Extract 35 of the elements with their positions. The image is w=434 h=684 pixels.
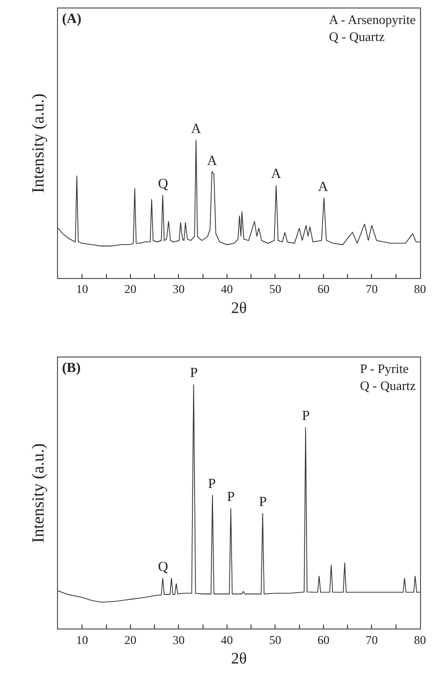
x-tick-label: 40 <box>220 282 233 296</box>
chart-title: (A) <box>62 12 82 27</box>
x-tick-label: 80 <box>414 282 426 296</box>
annotation: A <box>191 122 202 137</box>
annotation: Q <box>158 177 168 192</box>
x-tick-label: 30 <box>172 282 185 296</box>
x-tick-label: 70 <box>366 282 378 296</box>
x-tick-label: 70 <box>366 633 378 648</box>
annotation: P <box>208 477 216 492</box>
x-tick-label: 40 <box>220 633 233 648</box>
annotation: Q <box>158 560 168 575</box>
x-tick-label: 50 <box>269 282 282 296</box>
x-tick-label: 80 <box>414 633 426 648</box>
annotation: P <box>302 409 310 424</box>
annotation: A <box>318 180 329 195</box>
annotation: P <box>227 490 235 505</box>
annotation: P <box>190 366 198 381</box>
x-tick-label: 20 <box>124 282 136 296</box>
x-tick-label: 60 <box>317 282 330 296</box>
annotation: P - Pyrite Q - Quartz <box>360 361 416 393</box>
x-axis-title: 2θ <box>231 300 247 317</box>
x-tick-label: 10 <box>76 282 88 296</box>
x-tick-label: 30 <box>172 633 185 648</box>
y-axis-title: Intensity (a.u.) <box>28 93 48 194</box>
x-axis-title: 2θ <box>231 650 247 668</box>
x-tick-label: 10 <box>76 633 88 648</box>
annotation: A <box>207 154 218 169</box>
y-axis-title: Intensity (a.u.) <box>28 443 48 543</box>
annotation: P <box>259 495 267 510</box>
text: A - Arsenopyrite Q - Quartz <box>329 12 416 44</box>
annotation: A <box>271 167 282 182</box>
chart-title: (B) <box>62 361 81 376</box>
x-tick-label: 50 <box>269 633 282 648</box>
x-tick-label: 60 <box>317 633 330 648</box>
x-tick-label: 20 <box>124 633 136 648</box>
